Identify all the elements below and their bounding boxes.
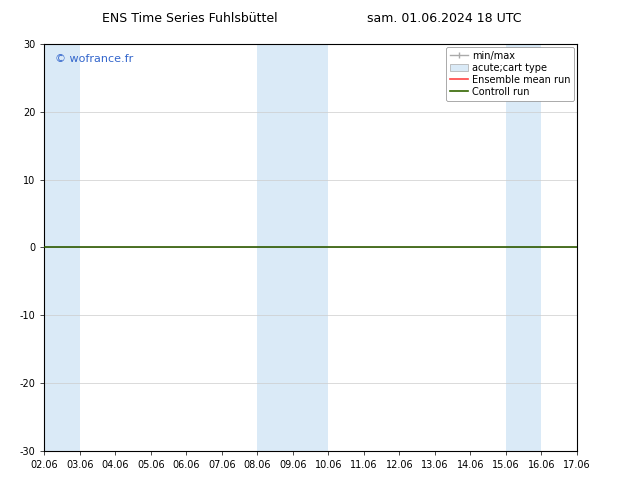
- Bar: [44, 44, 80, 451]
- Legend: min/max, acute;cart type, Ensemble mean run, Controll run: min/max, acute;cart type, Ensemble mean …: [446, 47, 574, 100]
- Text: ENS Time Series Fuhlsbüttel: ENS Time Series Fuhlsbüttel: [102, 12, 278, 25]
- Bar: [257, 44, 328, 451]
- Bar: [506, 44, 541, 451]
- Text: sam. 01.06.2024 18 UTC: sam. 01.06.2024 18 UTC: [366, 12, 521, 25]
- Text: © wofrance.fr: © wofrance.fr: [55, 54, 133, 64]
